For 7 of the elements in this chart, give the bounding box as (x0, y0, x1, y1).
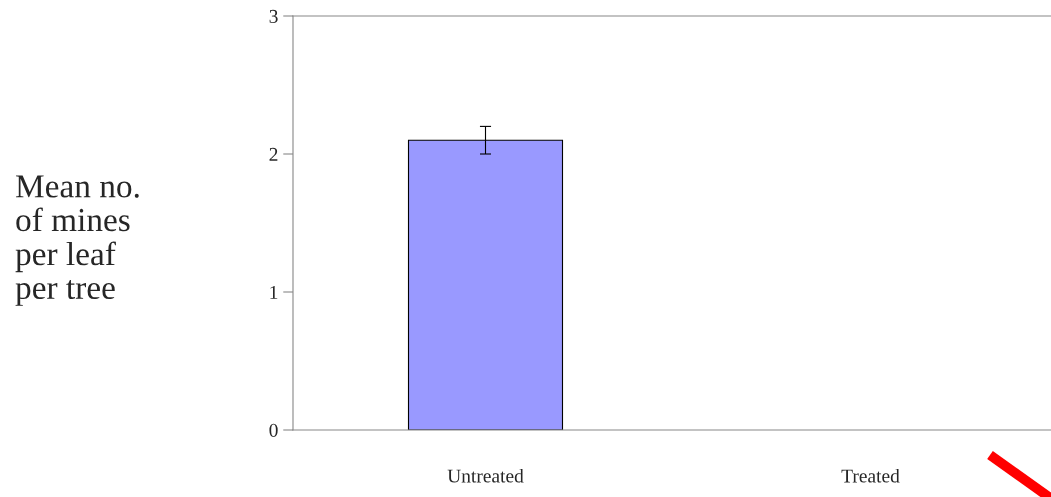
y-tick-label: 1 (270, 285, 278, 299)
y-tick-label: 2 (269, 147, 278, 161)
x-tick-label: Treated (841, 468, 900, 483)
y-tick-label: 3 (269, 9, 278, 23)
y-tick-label: 0 (269, 423, 278, 437)
x-tick-label: Untreated (447, 468, 524, 483)
y-axis-title: Mean no. of mines per leaf per tree (15, 175, 139, 306)
